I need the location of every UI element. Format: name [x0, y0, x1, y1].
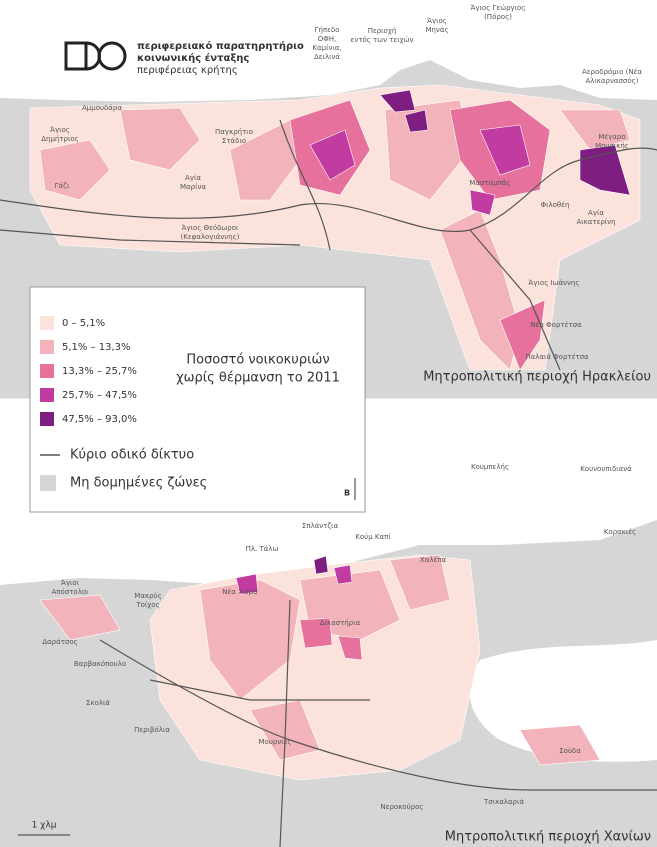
place-label: Πλ. Τάλω	[246, 545, 279, 553]
place-label: Αγία	[588, 209, 604, 217]
place-label: Νέα Φορτέτσα	[530, 321, 582, 329]
place-label: (Κεφαλογιάννης)	[181, 233, 240, 241]
legend-swatch	[40, 364, 54, 378]
scale-label: 1 χλμ	[32, 821, 57, 831]
place-label: Σκολιά	[86, 699, 110, 707]
place-label: Δαράτσος	[42, 638, 78, 646]
logo-text: περιφερειακό παρατηρητήριο	[137, 40, 304, 52]
place-label: Μασταμπάς	[469, 179, 510, 187]
place-label: Τσικαλαριά	[483, 798, 524, 806]
place-label: Νεροκούρος	[380, 803, 423, 811]
place-label: Μουσικής	[595, 142, 629, 150]
legend-title: χωρίς θέρμανση το 2011	[176, 371, 340, 386]
road-network	[99, 599, 657, 847]
place-label: Άγιος	[50, 126, 70, 134]
place-label: Γήπεδο	[315, 26, 340, 34]
place-label: Απόστολοι	[51, 588, 89, 596]
legend-swatch	[40, 412, 54, 426]
legend-label: 47,5% – 93,0%	[62, 414, 137, 425]
place-label: Δημήτριος	[41, 135, 79, 143]
place-label: Αεροδρόμιο (Νέα	[582, 68, 642, 76]
legend-title: Ποσοστό νοικοκυριών	[186, 353, 329, 368]
place-label: Αγία	[185, 174, 201, 182]
legend-items: 0 – 5,1% 5,1% – 13,3% 13,3% – 25,7% 25,7% –…	[40, 316, 137, 426]
place-label: Άγιος Ιωάννης	[529, 279, 580, 287]
unbuilt-swatch	[40, 475, 56, 491]
place-label: Δικαστήρια	[320, 619, 361, 627]
legend-label: 5,1% – 13,3%	[62, 342, 131, 353]
place-label: Κουμπελής	[471, 463, 509, 471]
place-label: Σούδα	[559, 747, 581, 755]
place-label: Δειλινά	[314, 53, 340, 61]
place-label: Χαλέπα	[420, 556, 447, 564]
urban-zone	[39, 554, 601, 766]
place-label: Μέγαρο	[598, 133, 625, 141]
legend-label: 25,7% – 47,5%	[62, 390, 137, 401]
place-label: Τοίχος	[135, 601, 159, 609]
sea	[0, 0, 657, 102]
place-label: Καμίνια,	[312, 44, 341, 52]
place-label: Άγιος Θεόδωροι	[182, 224, 239, 232]
legend-swatch	[40, 316, 54, 330]
map-title: Μητροπολιτική περιοχή Ηρακλείου	[423, 370, 651, 385]
place-label: Παγκρήτιο	[215, 128, 253, 136]
place-label: Άγιοι	[61, 579, 80, 587]
place-label: Άγιος	[427, 17, 447, 25]
logo-text: περιφέρειας κρήτης	[137, 64, 238, 76]
place-label: Παλαιά Φορτέτσα	[525, 353, 589, 361]
place-label: Άγιος Γεώργιος	[471, 4, 526, 12]
place-label: Φιλοθέη	[541, 201, 570, 209]
place-label: Αλικαρνασσός)	[585, 77, 638, 85]
place-label: Νέα Χώρα	[222, 588, 258, 596]
place-label: Γάζι	[55, 182, 70, 190]
legend-swatch	[40, 340, 54, 354]
place-label: Αικατερίνη	[576, 218, 615, 226]
legend-swatch	[40, 388, 54, 402]
north-label: Β	[344, 489, 350, 498]
legend-label: Κύριο οδικό δίκτυο	[70, 448, 194, 463]
urban-zone	[39, 89, 631, 371]
place-label: Περιοχή	[368, 27, 397, 35]
place-label: Βαρβακόπουλο	[74, 660, 126, 668]
legend-label: 13,3% – 25,7%	[62, 366, 137, 377]
place-label: ΟΦΗ,	[318, 35, 337, 43]
place-label: Μηνάς	[425, 26, 448, 34]
place-label: Κορακιές	[604, 528, 636, 536]
road-network	[0, 119, 657, 371]
place-label: Στάδιο	[222, 137, 246, 145]
map-title: Μητροπολιτική περιοχή Χανίων	[445, 830, 651, 845]
place-label: Μαρίνα	[180, 183, 206, 191]
place-label: Κουνουπιδιανά	[580, 465, 632, 473]
place-label: Κούμ Καπί	[355, 533, 391, 541]
bay	[469, 640, 657, 762]
legend-label: Μη δομημένες ζώνες	[70, 476, 207, 491]
logo	[64, 41, 127, 71]
legend	[29, 286, 366, 513]
logo-text: κοινωνικής ένταξης	[137, 52, 249, 64]
place-label: Αμμουδάρα	[82, 104, 122, 112]
place-label: (Πόρος)	[484, 13, 512, 21]
place-label: Μακρύς	[134, 592, 161, 600]
place-label: Μουρνιές	[259, 738, 292, 746]
place-label: Σπλάντζια	[302, 522, 339, 530]
place-label: Περιβόλια	[134, 726, 170, 734]
place-label: εντός των τειχών	[351, 36, 414, 44]
legend-label: 0 – 5,1%	[62, 318, 105, 329]
